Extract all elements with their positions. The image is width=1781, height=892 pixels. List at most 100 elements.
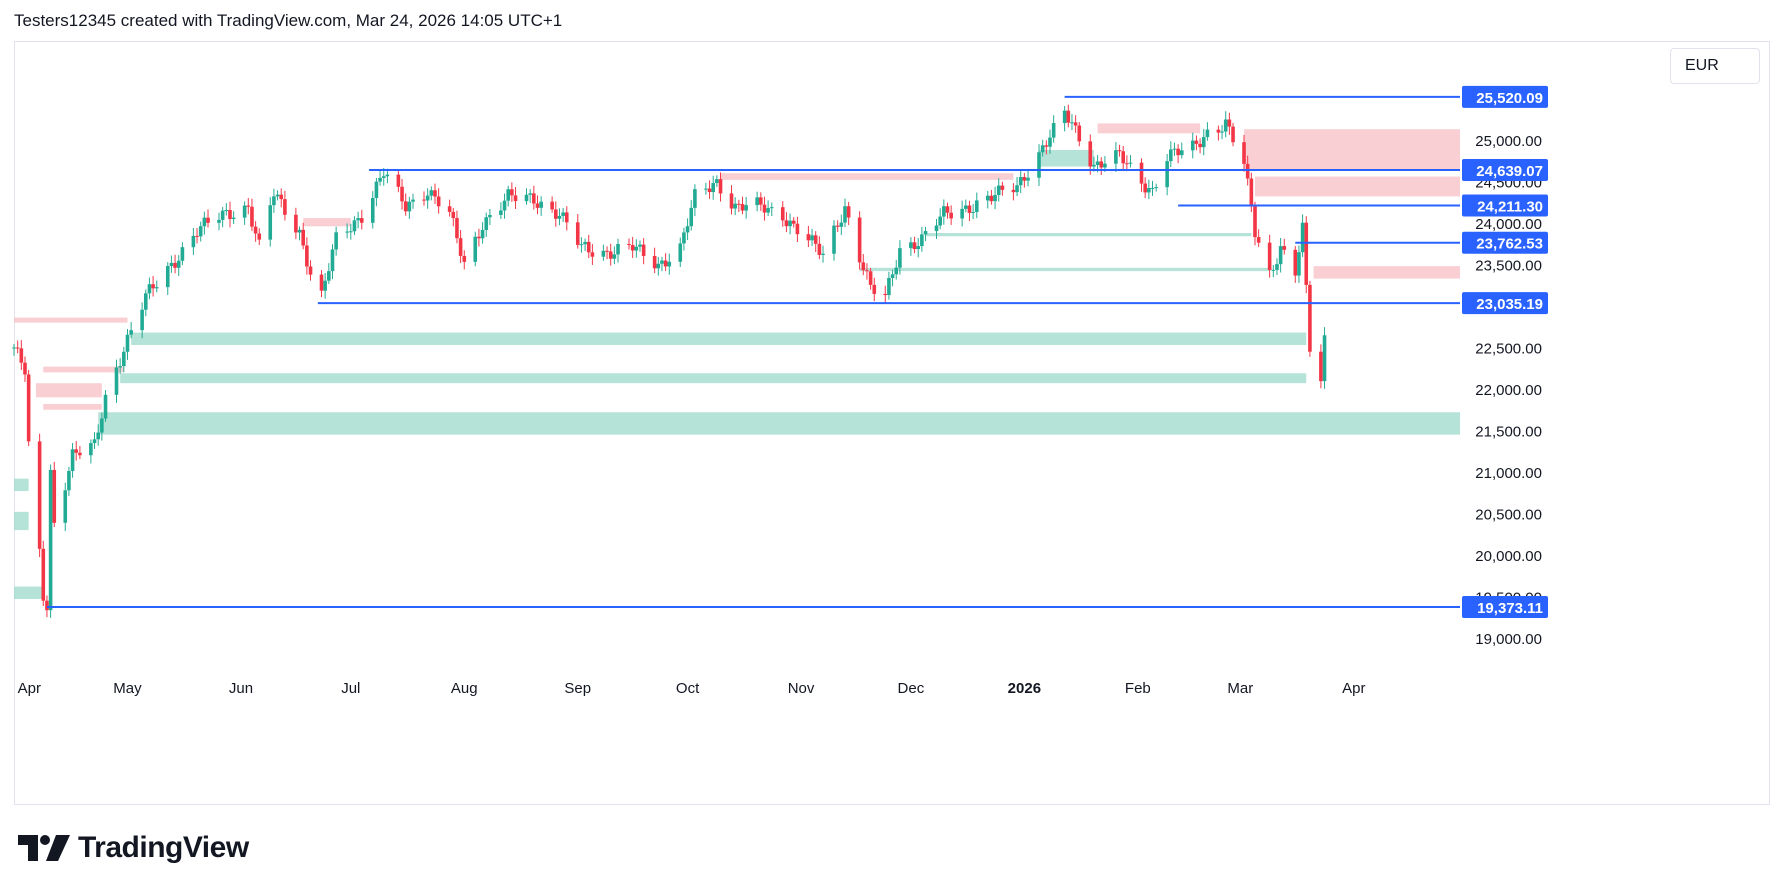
candle-body [612,254,617,259]
candle-body [682,232,686,244]
candle-body [993,195,997,202]
candle-body [429,190,434,196]
candle-body [1092,164,1096,167]
candle-body [535,203,540,208]
candle-body [744,205,748,211]
candle-body [283,199,287,215]
candle-body [220,210,225,220]
candle-body [762,204,767,213]
candle-body [1073,122,1078,126]
time-tick-label: Jun [229,680,253,697]
candle-body [89,443,93,456]
level-labels-layer: 25,520.09 24,639.07 24,211.30 23,762.53 23,0… [1462,85,1548,619]
candle-body [257,233,262,240]
candle-body [510,189,514,196]
candle-body [1070,122,1074,124]
candle-body [173,262,177,268]
candle-body [1194,140,1199,144]
demand-zone-6 [1039,149,1094,167]
level-label-0: 25,520.09 [1476,90,1543,107]
candle-body [960,208,964,219]
candle-body [1048,137,1052,147]
candle-body [579,244,584,246]
candle-body [663,260,668,267]
currency-selector[interactable]: EUR [1670,48,1760,84]
candle-body [1022,177,1027,181]
candle-body [26,374,31,442]
candle-body [1220,131,1224,133]
candle-body [989,195,994,202]
candle-body [784,220,789,227]
time-tick-label: May [113,680,142,697]
supply-zone-10 [1254,176,1460,197]
candle-body [832,225,836,254]
chart-area[interactable] [14,41,1770,805]
candle-body [411,199,415,202]
level-label-box-0 [1462,85,1548,108]
candle-body [923,231,928,235]
candle-body [909,242,913,249]
demand-zone-8 [925,232,1252,237]
candle-body [246,205,251,207]
supply-zone-16 [35,383,102,398]
candle-body [1223,119,1228,132]
candle-body [667,261,672,267]
candle-body [122,351,126,367]
candle-body [451,211,456,219]
candle-body [272,196,276,206]
candle-body [971,211,975,213]
candle-body [23,362,27,375]
candle-body [370,197,375,223]
candle-body [985,195,990,201]
candle-body [737,203,741,205]
candle-body [1245,163,1250,179]
candle-body [1275,264,1279,270]
level-label-3: 23,762.53 [1476,236,1543,253]
candle-body [253,226,258,234]
candle-body [715,179,719,184]
candle-body [1176,148,1180,156]
candle-body [1128,162,1133,164]
candle-body [103,394,108,419]
candle-body [499,210,503,215]
candle-body [477,236,481,239]
candle-body [575,222,580,245]
candles-layer [12,104,1327,618]
candle-body [96,432,100,440]
candle-body [627,243,631,246]
candle-body [308,266,313,275]
candle-body [250,206,254,227]
candle-body [125,334,130,352]
candle-body [224,210,229,212]
price-tick-label: 20,500.00 [1475,507,1542,524]
candle-body [883,293,888,296]
candle-body [48,469,53,611]
candle-body [455,218,459,239]
price-tick-label: 24,000.00 [1475,216,1542,233]
time-tick-label: Apr [18,680,41,697]
candle-body [176,260,181,268]
candle-body [843,206,847,223]
price-tick-label: 20,000.00 [1475,548,1542,565]
candle-body [758,197,763,205]
candle-body [114,367,119,395]
candle-body [660,260,664,264]
candle-body [403,201,408,212]
candle-body [916,246,921,250]
candle-body [733,203,737,209]
candle-body [689,207,694,227]
candle-body [1300,222,1305,253]
supply-zone-9 [1244,129,1460,170]
candle-body [473,236,478,262]
candle-body [1121,151,1126,164]
candle-body [974,200,979,212]
candle-body [1088,141,1093,167]
supply-zone-18 [43,366,124,373]
candle-body [1026,177,1030,181]
candle-body [780,207,785,221]
candle-body [685,226,690,233]
candle-body [154,287,159,289]
candle-body [1227,119,1232,127]
candle-body [67,470,71,491]
